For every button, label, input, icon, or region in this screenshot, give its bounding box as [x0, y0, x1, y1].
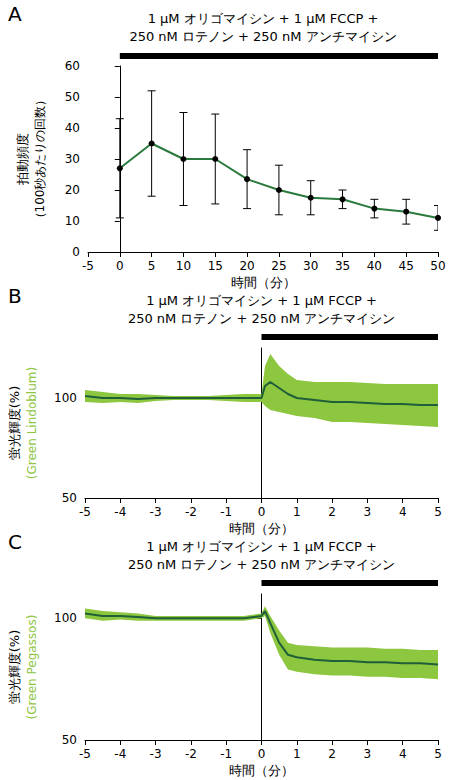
svg-text:40: 40 — [65, 121, 80, 135]
svg-text:250 nM ロテノン + 250 nM アンチマイシン: 250 nM ロテノン + 250 nM アンチマイシン — [128, 557, 395, 572]
svg-text:45: 45 — [399, 259, 414, 273]
svg-text:20: 20 — [65, 183, 80, 197]
svg-text:蛍光輝度(%): 蛍光輝度(%) — [7, 630, 22, 705]
svg-text:時間（分）: 時間（分） — [229, 763, 294, 778]
svg-text:(Green Pegassos): (Green Pegassos) — [25, 615, 39, 720]
svg-text:3: 3 — [364, 747, 372, 761]
svg-text:B: B — [8, 284, 22, 308]
svg-text:C: C — [8, 530, 22, 554]
svg-text:-3: -3 — [150, 747, 162, 761]
svg-text:5: 5 — [434, 747, 442, 761]
svg-text:-4: -4 — [114, 505, 126, 519]
svg-text:時間（分）: 時間（分） — [229, 521, 294, 536]
svg-text:2: 2 — [328, 505, 336, 519]
svg-text:A: A — [8, 2, 22, 26]
svg-text:-5: -5 — [79, 505, 91, 519]
svg-text:-2: -2 — [185, 505, 197, 519]
svg-text:4: 4 — [399, 747, 407, 761]
svg-text:10: 10 — [176, 259, 191, 273]
svg-text:-2: -2 — [185, 747, 197, 761]
svg-text:10: 10 — [65, 214, 80, 228]
svg-text:60: 60 — [65, 59, 80, 73]
svg-text:0: 0 — [258, 747, 266, 761]
svg-text:蛍光輝度(%): 蛍光輝度(%) — [7, 386, 22, 461]
svg-text:0: 0 — [72, 245, 80, 259]
svg-text:20: 20 — [239, 259, 254, 273]
svg-text:-5: -5 — [79, 747, 91, 761]
svg-text:1: 1 — [293, 747, 301, 761]
svg-text:0: 0 — [116, 259, 124, 273]
svg-text:35: 35 — [335, 259, 350, 273]
svg-text:3: 3 — [364, 505, 372, 519]
svg-text:100: 100 — [54, 611, 77, 625]
svg-text:1 μM オリゴマイシン + 1 μM FCCP +: 1 μM オリゴマイシン + 1 μM FCCP + — [146, 293, 377, 308]
svg-text:50: 50 — [62, 733, 77, 747]
svg-text:-4: -4 — [114, 747, 126, 761]
svg-text:30: 30 — [303, 259, 318, 273]
svg-text:時間（分）: 時間（分） — [231, 275, 296, 290]
svg-text:250 nM ロテノン + 250 nM アンチマイシン: 250 nM ロテノン + 250 nM アンチマイシン — [128, 311, 395, 326]
svg-text:40: 40 — [367, 259, 382, 273]
svg-text:拍動頻度: 拍動頻度 — [15, 133, 30, 186]
svg-text:(Green Lindoblum): (Green Lindoblum) — [25, 367, 39, 479]
svg-text:15: 15 — [208, 259, 223, 273]
svg-text:1 μM オリゴマイシン + 1 μM FCCP +: 1 μM オリゴマイシン + 1 μM FCCP + — [148, 11, 379, 26]
svg-text:50: 50 — [430, 259, 445, 273]
svg-text:4: 4 — [399, 505, 407, 519]
svg-text:30: 30 — [65, 152, 80, 166]
svg-text:1 μM オリゴマイシン + 1 μM FCCP +: 1 μM オリゴマイシン + 1 μM FCCP + — [146, 539, 377, 554]
svg-text:25: 25 — [271, 259, 286, 273]
svg-text:-5: -5 — [82, 259, 94, 273]
svg-text:5: 5 — [434, 505, 442, 519]
svg-text:2: 2 — [328, 747, 336, 761]
svg-text:50: 50 — [65, 90, 80, 104]
svg-text:-1: -1 — [220, 747, 232, 761]
svg-text:250 nM ロテノン + 250 nM アンチマイシン: 250 nM ロテノン + 250 nM アンチマイシン — [129, 29, 396, 44]
svg-text:-1: -1 — [220, 505, 232, 519]
svg-text:5: 5 — [148, 259, 156, 273]
svg-text:50: 50 — [62, 491, 77, 505]
svg-text:100: 100 — [54, 391, 77, 405]
svg-text:-3: -3 — [150, 505, 162, 519]
svg-text:1: 1 — [293, 505, 301, 519]
svg-text:（100秒あたりの回数）: （100秒あたりの回数） — [33, 94, 47, 225]
svg-text:0: 0 — [258, 505, 266, 519]
